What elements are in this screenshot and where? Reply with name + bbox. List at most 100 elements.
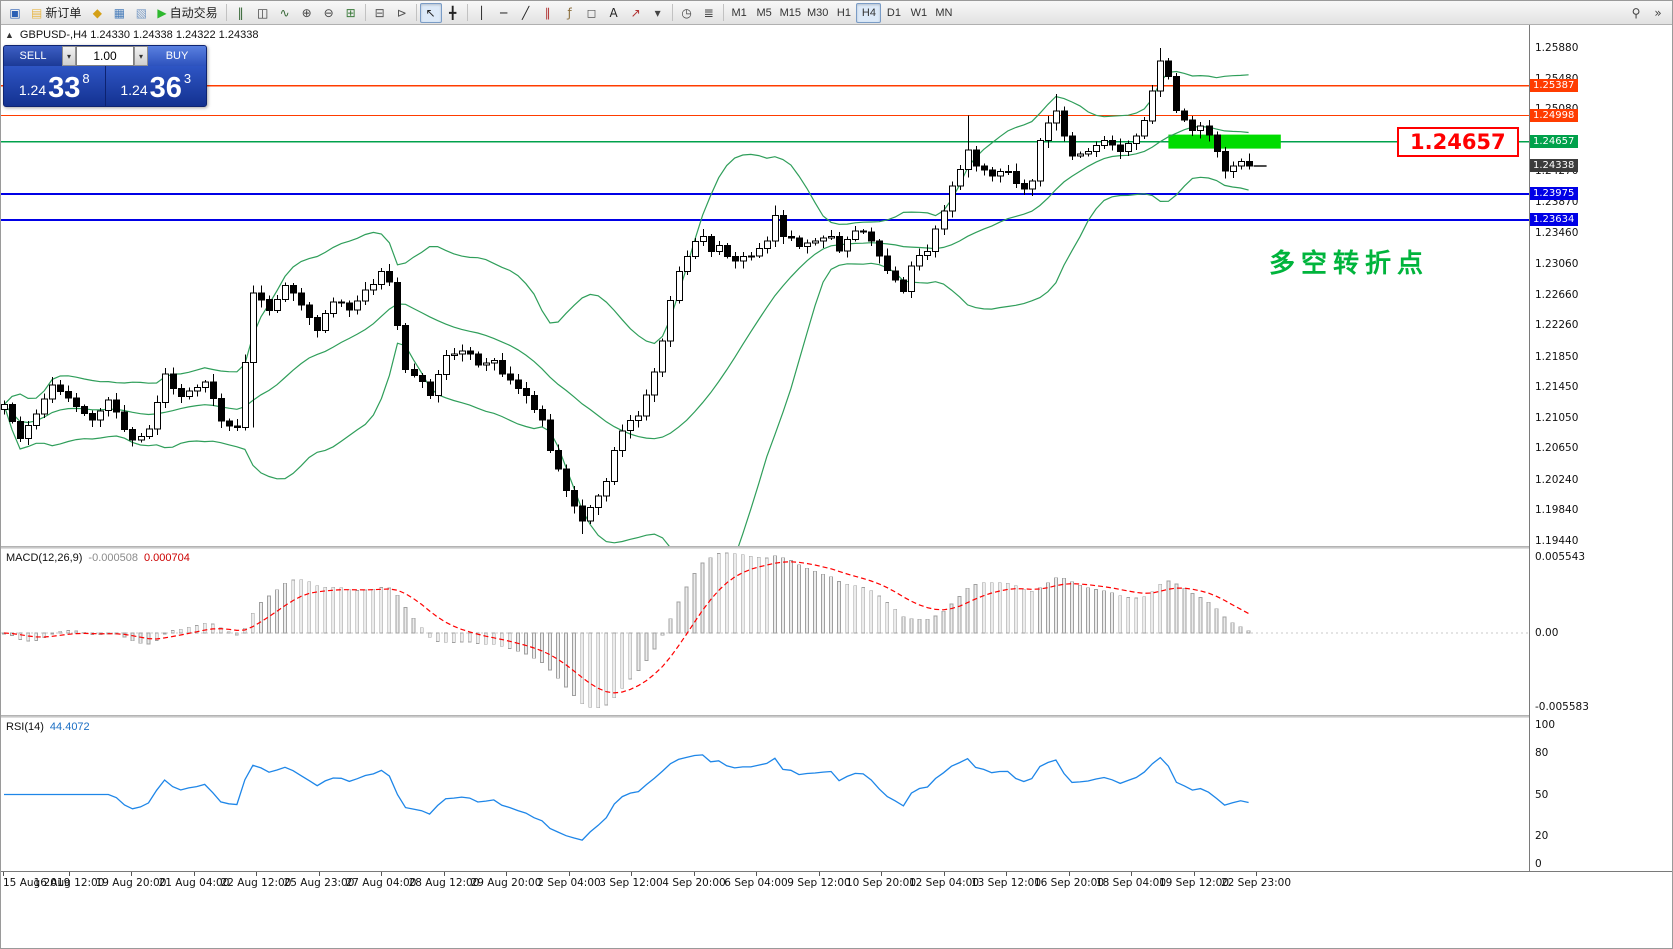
timeframe-button-d1[interactable]: D1 xyxy=(886,6,901,19)
zoom-in-icon: ⊕ xyxy=(301,5,312,20)
timeframe-button-mn[interactable]: MN xyxy=(935,6,953,19)
bollinger-upper-band[interactable] xyxy=(3,70,1249,406)
vertical-line-icon: │ xyxy=(477,5,486,20)
profiles-button[interactable]: ▧ xyxy=(130,3,152,23)
macd-signal-value: 0.000704 xyxy=(143,552,190,564)
macd-indicator-label: MACD(12,26,9) -0.000508 0.000704 xyxy=(6,552,190,564)
y-axis-tick-label: 1.20650 xyxy=(1535,442,1579,455)
vertical-line-button[interactable]: │ xyxy=(471,3,493,23)
toolbar-separator xyxy=(671,4,673,21)
sell-button[interactable]: SELL xyxy=(4,46,62,66)
crosshair-button[interactable]: ╋ xyxy=(442,3,464,23)
y-axis-tick-label: 1.23060 xyxy=(1535,257,1579,270)
app-menu-button[interactable]: ▣ xyxy=(4,3,26,23)
indicator-diamond-icon: ◆ xyxy=(92,5,102,20)
search-button[interactable]: ⚲ xyxy=(1625,3,1647,23)
time-axis[interactable]: 15 Aug 2019 16 Aug 12:00 19 Aug 20:00 21 Au… xyxy=(1,871,1672,893)
trendline-button[interactable]: ╱ xyxy=(515,3,537,23)
collapse-trade-panel-button[interactable]: ▲ xyxy=(5,30,14,40)
trade-panel-prices: 1.24 33 8 1.24 36 3 xyxy=(4,66,207,106)
candlestick-icon: ◫ xyxy=(256,5,269,20)
volume-spinner-right[interactable]: ▾ xyxy=(134,46,148,66)
level-lines xyxy=(1,85,1529,221)
shapes-button[interactable]: ◻ xyxy=(581,3,603,23)
one-click-trading-panel: SELL ▾ ▾ BUY 1.24 33 8 1.24 xyxy=(3,45,207,107)
symbol-info: ▲ GBPUSD-,H4 1.24330 1.24338 1.24322 1.2… xyxy=(5,29,258,41)
bar-chart-button[interactable]: ‖ xyxy=(230,3,252,23)
line-chart-button[interactable]: ∿ xyxy=(274,3,296,23)
new-order-icon: ▤ xyxy=(31,5,43,20)
buy-price[interactable]: 1.24 36 3 xyxy=(106,66,207,106)
step-forward-icon: ⊳ xyxy=(396,5,407,20)
text-icon: A xyxy=(609,5,618,20)
text-button[interactable]: A xyxy=(603,3,625,23)
period-clock-button[interactable]: ◷ xyxy=(676,3,698,23)
y-axis-tick-label: 1.22660 xyxy=(1535,288,1579,301)
cursor-button[interactable]: ↖ xyxy=(419,2,442,23)
zoom-out-icon: ⊖ xyxy=(323,5,334,20)
chart-annotation[interactable]: 多空转折点 xyxy=(1269,249,1430,278)
new-chart-button[interactable]: ▦ xyxy=(108,3,130,23)
timeframe-button-h4[interactable]: H4 xyxy=(856,2,882,23)
macd-signal-line[interactable] xyxy=(3,561,1249,694)
timeframe-button-w1[interactable]: W1 xyxy=(910,6,928,19)
indicators-button[interactable]: ◆ xyxy=(86,3,108,23)
fibonacci-button[interactable]: ƒ xyxy=(559,3,581,23)
objects-dropdown-button[interactable]: ▾ xyxy=(647,3,669,23)
timeframe-button-m15[interactable]: M15 xyxy=(779,6,802,19)
bollinger-lower-band[interactable] xyxy=(3,176,1249,547)
arrange-windows-button[interactable]: ⊟ xyxy=(369,3,391,23)
highlight-zone-rect[interactable] xyxy=(1168,134,1281,149)
time-axis-tick xyxy=(256,872,257,876)
price-axis[interactable]: 1.258801.254801.250801.246801.242701.238… xyxy=(1529,25,1672,871)
overflow-button[interactable]: » xyxy=(1647,3,1669,23)
time-axis-tick xyxy=(319,872,320,876)
candlestick-button[interactable]: ◫ xyxy=(252,3,274,23)
rsi-scale-label: 20 xyxy=(1535,830,1549,843)
toolbar-separator xyxy=(364,4,366,21)
panel-separator-rsi[interactable] xyxy=(1,715,1672,718)
y-axis-tick-label: 1.19440 xyxy=(1535,535,1579,547)
price-callout-label[interactable]: 1.24657 xyxy=(1397,127,1519,157)
bollinger-middle-band[interactable] xyxy=(3,125,1249,440)
tile-windows-button[interactable]: ⊞ xyxy=(340,3,362,23)
timeframe-button-m30[interactable]: M30 xyxy=(807,6,829,19)
templates-button[interactable]: ≣ xyxy=(698,3,720,23)
zoom-out-button[interactable]: ⊖ xyxy=(318,3,340,23)
new-order-button[interactable]: ▤ 新订单 xyxy=(26,3,86,23)
timeframe-button-m1[interactable]: M1 xyxy=(731,6,747,19)
bar-chart-icon: ‖ xyxy=(237,5,244,20)
horizontal-line-button[interactable]: ─ xyxy=(493,3,515,23)
volume-input[interactable] xyxy=(76,46,134,66)
timeframe-button-m5[interactable]: M5 xyxy=(756,6,772,19)
channel-icon: ∥ xyxy=(544,5,551,20)
time-axis-label: 13 Sep 12:00 xyxy=(970,877,1042,889)
buy-button[interactable]: BUY xyxy=(148,46,206,66)
autotrading-button[interactable]: ▶ 自动交易 xyxy=(152,3,222,23)
volume-spinner-left[interactable]: ▾ xyxy=(62,46,76,66)
time-axis-label: 25 Aug 23:00 xyxy=(283,877,355,889)
arrow-objects-button[interactable]: ↗ xyxy=(625,3,647,23)
zoom-in-button[interactable]: ⊕ xyxy=(296,3,318,23)
channel-button[interactable]: ∥ xyxy=(537,3,559,23)
rsi-panel-svg[interactable] xyxy=(1,718,1529,871)
timeframe-button-h1[interactable]: H1 xyxy=(836,6,851,19)
line-chart-icon: ∿ xyxy=(279,5,290,20)
clock-icon: ◷ xyxy=(681,5,692,20)
macd-panel-svg[interactable] xyxy=(1,549,1529,715)
price-badge-1.23975: 1.23975 xyxy=(1530,186,1578,200)
time-axis-tick xyxy=(131,872,132,876)
time-axis-label: 18 Sep 04:00 xyxy=(1095,877,1167,889)
rsi-indicator-label: RSI(14) 44.4072 xyxy=(6,721,90,733)
rsi-line[interactable] xyxy=(4,754,1249,841)
panel-separator-macd[interactable] xyxy=(1,546,1672,549)
main-chart-svg[interactable] xyxy=(1,25,1529,547)
sell-price[interactable]: 1.24 33 8 xyxy=(4,66,105,106)
time-axis-tick xyxy=(756,872,757,876)
step-forward-button[interactable]: ⊳ xyxy=(391,3,413,23)
autotrading-button-label: 自动交易 xyxy=(169,6,218,20)
time-axis-tick xyxy=(819,872,820,876)
crosshair-icon: ╋ xyxy=(448,5,457,20)
chart-area: ▲ GBPUSD-,H4 1.24330 1.24338 1.24322 1.2… xyxy=(1,25,1672,948)
